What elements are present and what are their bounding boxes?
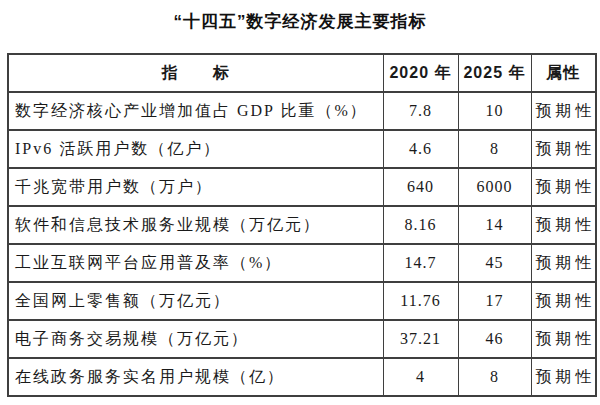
attribute-cell: 预期性	[531, 244, 596, 282]
indicator-cell: 在线政务服务实名用户规模（亿）	[8, 358, 383, 396]
value-2020-cell: 7.8	[383, 92, 458, 130]
header-2025: 2025 年	[458, 54, 531, 92]
attribute-cell: 预期性	[531, 168, 596, 206]
indicator-cell: 电子商务交易规模（万亿元）	[8, 320, 383, 358]
value-2020-cell: 8.16	[383, 206, 458, 244]
table-row: IPv6 活跃用户数（亿户）4.68预期性	[8, 130, 596, 168]
table-row: 全国网上零售额（万亿元）11.7617预期性	[8, 282, 596, 320]
indicator-cell: 数字经济核心产业增加值占 GDP 比重（%）	[8, 92, 383, 130]
attribute-cell: 预期性	[531, 358, 596, 396]
header-attribute: 属性	[531, 54, 596, 92]
attribute-cell: 预期性	[531, 282, 596, 320]
table-row: 千兆宽带用户数（万户）6406000预期性	[8, 168, 596, 206]
value-2025-cell: 8	[458, 130, 531, 168]
attribute-cell: 预期性	[531, 206, 596, 244]
value-2020-cell: 4.6	[383, 130, 458, 168]
value-2025-cell: 10	[458, 92, 531, 130]
indicators-table: 指 标 2020 年 2025 年 属性 数字经济核心产业增加值占 GDP 比重…	[7, 53, 597, 397]
indicator-cell: 全国网上零售额（万亿元）	[8, 282, 383, 320]
page-title: “十四五”数字经济发展主要指标	[0, 10, 600, 33]
indicator-cell: IPv6 活跃用户数（亿户）	[8, 130, 383, 168]
indicator-cell: 千兆宽带用户数（万户）	[8, 168, 383, 206]
value-2020-cell: 11.76	[383, 282, 458, 320]
value-2025-cell: 45	[458, 244, 531, 282]
table-row: 数字经济核心产业增加值占 GDP 比重（%）7.810预期性	[8, 92, 596, 130]
value-2025-cell: 14	[458, 206, 531, 244]
table-row: 电子商务交易规模（万亿元）37.2146预期性	[8, 320, 596, 358]
value-2020-cell: 4	[383, 358, 458, 396]
attribute-cell: 预期性	[531, 320, 596, 358]
value-2020-cell: 640	[383, 168, 458, 206]
value-2025-cell: 17	[458, 282, 531, 320]
indicator-cell: 软件和信息技术服务业规模（万亿元）	[8, 206, 383, 244]
value-2020-cell: 37.21	[383, 320, 458, 358]
attribute-cell: 预期性	[531, 92, 596, 130]
header-indicator: 指 标	[8, 54, 383, 92]
header-row: 指 标 2020 年 2025 年 属性	[8, 54, 596, 92]
value-2025-cell: 46	[458, 320, 531, 358]
value-2025-cell: 8	[458, 358, 531, 396]
attribute-cell: 预期性	[531, 130, 596, 168]
indicator-cell: 工业互联网平台应用普及率（%）	[8, 244, 383, 282]
value-2020-cell: 14.7	[383, 244, 458, 282]
value-2025-cell: 6000	[458, 168, 531, 206]
table-row: 软件和信息技术服务业规模（万亿元）8.1614预期性	[8, 206, 596, 244]
table-row: 在线政务服务实名用户规模（亿）48预期性	[8, 358, 596, 396]
header-2020: 2020 年	[383, 54, 458, 92]
table-row: 工业互联网平台应用普及率（%）14.745预期性	[8, 244, 596, 282]
